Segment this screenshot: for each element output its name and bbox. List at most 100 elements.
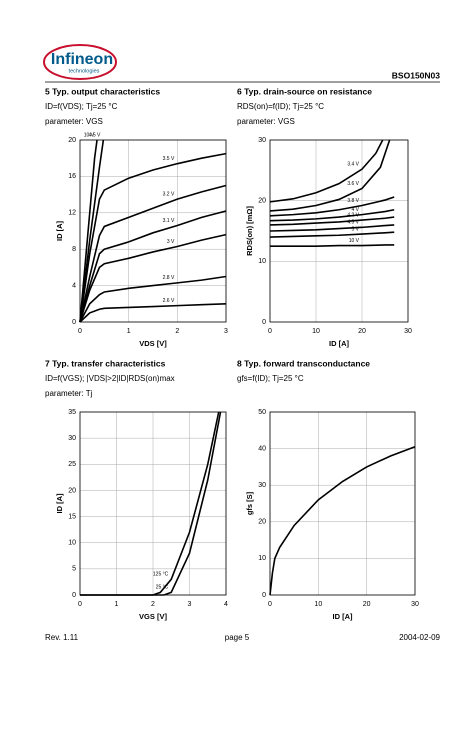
series-label: 3.4 V bbox=[347, 161, 359, 167]
y-tick-label: 0 bbox=[72, 592, 76, 599]
series-label: 4.5 V bbox=[89, 132, 101, 138]
x-tick-label: 1 bbox=[127, 328, 131, 335]
y-tick-label: 0 bbox=[262, 592, 266, 599]
y-tick-label: 10 bbox=[258, 555, 266, 562]
series-line bbox=[79, 210, 227, 323]
y-tick-label: 35 bbox=[68, 409, 76, 416]
y-tick-label: 5 bbox=[72, 566, 76, 573]
series-label: 3 V bbox=[167, 239, 175, 245]
y-axis-label: gfs [S] bbox=[245, 491, 254, 515]
series-line bbox=[79, 139, 98, 323]
plot-frame bbox=[269, 411, 416, 596]
series-line bbox=[79, 184, 227, 323]
chart-parameter: parameter: VGS bbox=[45, 117, 103, 126]
y-tick-label: 20 bbox=[68, 487, 76, 494]
chart-title: 6 Typ. drain-source on resistance bbox=[237, 86, 372, 96]
footer-date: 2004-02-09 bbox=[399, 633, 440, 642]
y-tick-label: 0 bbox=[72, 319, 76, 326]
series-line bbox=[269, 196, 395, 217]
series-line bbox=[80, 411, 222, 596]
x-axis-label: VDS [V] bbox=[139, 339, 167, 348]
y-tick-label: 10 bbox=[68, 540, 76, 547]
series-line bbox=[79, 275, 227, 323]
logo-sub: technologies bbox=[69, 68, 100, 74]
series-label: 3.5 V bbox=[163, 156, 175, 162]
series-line bbox=[269, 208, 395, 222]
x-tick-label: 0 bbox=[268, 601, 272, 608]
series-label: 25 °C bbox=[156, 585, 169, 591]
series-line bbox=[269, 139, 384, 203]
series-label: 4.2 V bbox=[347, 212, 359, 218]
x-tick-label: 3 bbox=[224, 328, 228, 335]
x-axis-label: VGS [V] bbox=[139, 612, 167, 621]
y-tick-label: 15 bbox=[68, 513, 76, 520]
logo-swoosh bbox=[43, 44, 117, 80]
x-tick-label: 2 bbox=[175, 328, 179, 335]
chart-title: 8 Typ. forward transconductance bbox=[237, 358, 370, 368]
y-tick-label: 30 bbox=[68, 435, 76, 442]
footer-rev: Rev. 1.11 bbox=[45, 633, 79, 642]
series-line bbox=[269, 231, 395, 238]
series-line bbox=[79, 152, 227, 323]
chart-subtitle: RDS(on)=f(ID); Tj=25 °C bbox=[237, 102, 324, 111]
series-label: 125 °C bbox=[153, 572, 169, 578]
series-label: 10 V bbox=[84, 132, 95, 138]
y-tick-label: 8 bbox=[72, 246, 76, 253]
part-number: BSO150N03 bbox=[392, 70, 440, 80]
logo: Infineon bbox=[51, 51, 113, 68]
chart-parameter: parameter: VGS bbox=[237, 117, 295, 126]
x-tick-label: 1 bbox=[115, 601, 119, 608]
x-tick-label: 0 bbox=[268, 328, 272, 335]
series-label: 4.5 V bbox=[347, 220, 359, 226]
chart-title: 7 Typ. transfer characteristics bbox=[45, 358, 166, 368]
chart-subtitle: ID=f(VDS); Tj=25 °C bbox=[45, 102, 118, 111]
chart-subtitle: gfs=f(ID); Tj=25 °C bbox=[237, 374, 304, 383]
series-line bbox=[269, 446, 416, 596]
series-label: 3.6 V bbox=[347, 181, 359, 187]
chart-title: 5 Typ. output characteristics bbox=[45, 86, 160, 96]
x-tick-label: 10 bbox=[312, 328, 320, 335]
series-line bbox=[269, 216, 395, 226]
x-axis-label: ID [A] bbox=[329, 339, 349, 348]
y-tick-label: 20 bbox=[258, 519, 266, 526]
series-line bbox=[270, 244, 395, 247]
y-tick-label: 12 bbox=[68, 210, 76, 217]
series-line bbox=[79, 303, 227, 323]
series-label: 2.8 V bbox=[163, 275, 175, 281]
y-tick-label: 30 bbox=[258, 482, 266, 489]
series-line bbox=[269, 139, 391, 212]
plot-frame bbox=[79, 139, 227, 323]
x-tick-label: 30 bbox=[411, 601, 419, 608]
chart-subtitle: ID=f(VGS); |VDS|>2|ID|RDS(on)max bbox=[45, 374, 175, 383]
y-tick-label: 25 bbox=[68, 461, 76, 468]
x-tick-label: 3 bbox=[188, 601, 192, 608]
x-tick-label: 30 bbox=[404, 328, 412, 335]
x-axis-label: ID [A] bbox=[333, 612, 353, 621]
chart-parameter: parameter: Tj bbox=[45, 389, 93, 398]
series-label: 3.1 V bbox=[163, 218, 175, 224]
x-tick-label: 0 bbox=[78, 601, 82, 608]
x-tick-label: 20 bbox=[363, 601, 371, 608]
y-tick-label: 20 bbox=[68, 137, 76, 144]
y-tick-label: 30 bbox=[258, 137, 266, 144]
series-label: 10 V bbox=[349, 238, 360, 244]
series-line bbox=[269, 224, 395, 232]
x-tick-label: 20 bbox=[358, 328, 366, 335]
series-label: 2.6 V bbox=[163, 298, 175, 304]
y-tick-label: 4 bbox=[72, 282, 76, 289]
y-tick-label: 16 bbox=[68, 173, 76, 180]
series-line bbox=[79, 233, 227, 323]
series-label: 4 V bbox=[351, 207, 359, 213]
y-axis-label: ID [A] bbox=[55, 221, 64, 241]
y-tick-label: 40 bbox=[258, 445, 266, 452]
y-axis-label: ID [A] bbox=[55, 493, 64, 513]
series-line bbox=[80, 411, 220, 596]
y-tick-label: 20 bbox=[258, 198, 266, 205]
footer-page: page 5 bbox=[225, 633, 250, 642]
y-tick-label: 50 bbox=[258, 409, 266, 416]
x-tick-label: 4 bbox=[224, 601, 228, 608]
series-label: 3.8 V bbox=[347, 198, 359, 204]
x-tick-label: 10 bbox=[314, 601, 322, 608]
y-tick-label: 10 bbox=[258, 258, 266, 265]
